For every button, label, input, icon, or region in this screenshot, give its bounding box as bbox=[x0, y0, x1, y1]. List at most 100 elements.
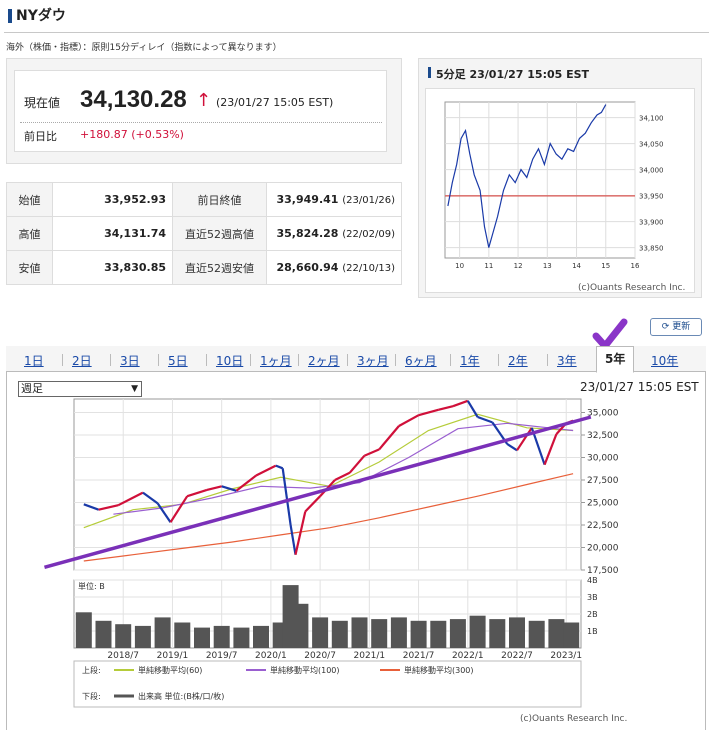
chart-timestamp: 23/01/27 15:05 EST bbox=[580, 380, 699, 394]
tab-9[interactable]: 6ヶ月 bbox=[405, 354, 437, 368]
price-segment bbox=[466, 400, 479, 418]
volume-bar bbox=[95, 620, 112, 648]
tab-separator bbox=[206, 354, 207, 366]
tab-4[interactable]: 5日 bbox=[168, 354, 188, 368]
price-x-tick: 2018/7 bbox=[107, 651, 139, 661]
intraday-chart-box bbox=[425, 88, 695, 293]
intraday-plot-frame bbox=[444, 101, 636, 259]
volume-bar bbox=[528, 620, 545, 648]
intraday-x-tick: 16 bbox=[631, 262, 640, 270]
price-segment bbox=[83, 503, 99, 511]
volume-y-tick: 1B bbox=[587, 627, 598, 636]
tab-separator bbox=[62, 354, 63, 366]
stat-value: 33,952.93 bbox=[52, 182, 173, 217]
legend-upper-label: 上段: bbox=[82, 665, 101, 675]
stat-value: 34,131.74 bbox=[52, 216, 173, 251]
legend-item-1: 単純移動平均(60) bbox=[138, 665, 202, 675]
intraday-y-tick: 34,000 bbox=[639, 167, 664, 175]
tab-13[interactable]: 5年 bbox=[596, 346, 635, 373]
quote-box bbox=[14, 70, 387, 152]
change-label: 前日比 bbox=[24, 130, 57, 143]
tab-12[interactable]: 3年 bbox=[557, 354, 577, 368]
tab-separator bbox=[450, 354, 451, 366]
stat-value: 33,830.85 bbox=[52, 250, 173, 285]
price-segment bbox=[398, 414, 420, 427]
volume-bar bbox=[312, 617, 329, 648]
intraday-chart: 34,100 34,050 34,000 33,950 33,900 33,850 10 11… bbox=[444, 101, 664, 270]
price-x-tick: 2019/1 bbox=[157, 651, 189, 661]
intraday-credit: (c)Ouants Research Inc. bbox=[578, 283, 686, 293]
volume-bar bbox=[253, 625, 269, 648]
volume-bar bbox=[410, 620, 427, 648]
price-y-tick: 27,500 bbox=[587, 476, 619, 486]
price-y-tick: 25,000 bbox=[587, 499, 619, 509]
price-segment bbox=[418, 408, 439, 417]
price-segment bbox=[304, 495, 321, 513]
stat-label: 安値 bbox=[6, 250, 53, 285]
price-y-tick: 22,500 bbox=[587, 521, 619, 531]
tab-10[interactable]: 1年 bbox=[460, 354, 480, 368]
tab-14[interactable]: 10年 bbox=[651, 354, 679, 368]
intraday-series-line bbox=[447, 104, 607, 248]
intraday-y-tick: 34,100 bbox=[639, 115, 664, 123]
price-segment bbox=[477, 415, 493, 424]
tab-separator bbox=[395, 354, 396, 366]
volume-bar bbox=[331, 620, 348, 648]
intraday-x-tick: 10 bbox=[455, 262, 464, 270]
tab-6[interactable]: 1ヶ月 bbox=[260, 354, 292, 368]
volume-bar bbox=[194, 627, 210, 648]
volume-bar bbox=[449, 619, 466, 648]
tab-1[interactable]: 1日 bbox=[24, 354, 44, 368]
stat-label: 前日終値 bbox=[172, 182, 267, 217]
main-chart: 35,000 32,500 30,000 27,500 25,000 22,500 20,0… bbox=[44, 398, 619, 708]
price-segment bbox=[516, 427, 533, 451]
price-segment bbox=[506, 443, 518, 452]
price-segment bbox=[235, 474, 257, 492]
ma-line-2 bbox=[113, 422, 574, 515]
period-select[interactable]: 週足 ▼ bbox=[18, 381, 142, 397]
tab-3[interactable]: 3日 bbox=[120, 354, 140, 368]
table-row: 安値 33,830.85 直近52週安値 28,660.94 (22/10/13… bbox=[6, 250, 402, 285]
tab-separator bbox=[110, 354, 111, 366]
price-plot-frame bbox=[73, 398, 582, 571]
price-y-tick: 35,000 bbox=[587, 409, 619, 419]
refresh-label: 更新 bbox=[672, 322, 691, 332]
volume-bar bbox=[548, 619, 565, 648]
tab-7[interactable]: 2ヶ月 bbox=[308, 354, 340, 368]
price-segment bbox=[186, 488, 208, 498]
volume-unit-label: 単位: B bbox=[78, 581, 105, 591]
tab-11[interactable]: 2年 bbox=[508, 354, 528, 368]
volume-bar bbox=[174, 622, 191, 648]
tab-separator bbox=[250, 354, 251, 366]
refresh-button[interactable]: ⟳ 更新 bbox=[650, 318, 702, 336]
price-segment bbox=[543, 433, 558, 466]
tab-separator bbox=[158, 354, 159, 366]
price-x-tick: 2022/1 bbox=[452, 651, 484, 661]
price-label: 現在値 bbox=[24, 96, 61, 110]
period-select-value: 週足 bbox=[21, 382, 43, 395]
volume-bar bbox=[469, 615, 486, 648]
price-x-tick: 2022/7 bbox=[501, 651, 533, 661]
volume-bar bbox=[115, 624, 132, 648]
tab-separator bbox=[547, 354, 548, 366]
intraday-title: 5分足 23/01/27 15:05 EST bbox=[428, 66, 589, 82]
tab-5[interactable]: 10日 bbox=[216, 354, 244, 368]
price-x-tick: 2021/7 bbox=[403, 651, 435, 661]
quote-divider bbox=[20, 122, 382, 123]
tab-2[interactable]: 2日 bbox=[72, 354, 92, 368]
price-segment bbox=[348, 454, 366, 474]
main-chart-frame bbox=[6, 372, 706, 730]
volume-bar bbox=[292, 603, 309, 648]
stat-label: 高値 bbox=[6, 216, 53, 251]
price-segment bbox=[438, 405, 454, 411]
change-value: +180.87 (+0.53%) bbox=[80, 128, 184, 141]
price-segment bbox=[98, 504, 119, 511]
price-segment bbox=[221, 485, 237, 492]
legend-box bbox=[73, 660, 582, 708]
chart-credit: (c)Ouants Research Inc. bbox=[520, 714, 628, 724]
intraday-y-tick: 33,900 bbox=[639, 219, 664, 227]
price-segment bbox=[142, 491, 159, 505]
up-arrow-icon: ↑ bbox=[196, 90, 212, 111]
volume-bar bbox=[154, 617, 171, 648]
tab-8[interactable]: 3ヶ月 bbox=[357, 354, 389, 368]
